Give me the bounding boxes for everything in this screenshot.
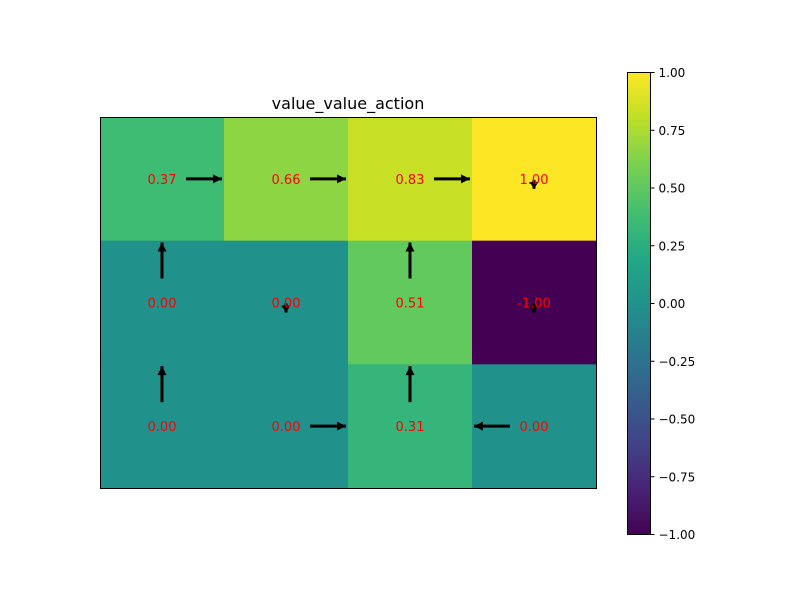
value-label: 0.00 <box>272 420 301 435</box>
value-label: 0.83 <box>396 173 425 188</box>
action-arrow-left <box>474 421 510 431</box>
arrow-head <box>474 421 483 431</box>
value-label: 0.00 <box>148 420 177 435</box>
value-label: 0.00 <box>148 297 177 312</box>
colorbar-tick-label: −0.75 <box>659 470 696 484</box>
action-arrow-right <box>310 421 346 431</box>
action-arrow-up <box>405 366 415 403</box>
value-label: 0.37 <box>148 173 177 188</box>
colorbar-tick-label: 0.75 <box>659 124 686 138</box>
colorbar-tick-label: 0.00 <box>659 297 686 311</box>
colorbar-gradient <box>627 72 651 535</box>
colorbar-tick-label: 0.25 <box>659 239 686 253</box>
colorbar: 1.00 0.75 0.50 0.25 0.00 −0.25 −0.50 −0.75 −1.00 <box>627 66 696 542</box>
value-label: 0.31 <box>396 420 425 435</box>
action-arrow-right <box>310 174 346 184</box>
value-label: 0.00 <box>520 420 549 435</box>
action-arrow-down <box>281 303 291 313</box>
arrow-head <box>337 174 346 184</box>
plot-frame <box>100 117 597 489</box>
arrow-head <box>213 174 222 184</box>
heatmap-cell <box>224 240 349 365</box>
value-label: 0.00 <box>272 297 301 312</box>
colorbar-tick-label: 0.50 <box>659 182 686 196</box>
action-arrow-down <box>529 179 539 189</box>
arrow-head <box>529 181 539 189</box>
action-arrow-down <box>529 303 539 313</box>
colorbar-ticks: 1.00 0.75 0.50 0.25 0.00 −0.25 −0.50 −0.75 −1.00 <box>650 66 696 542</box>
heatmap-cells <box>100 117 597 489</box>
action-arrow-right <box>186 174 222 184</box>
colorbar-tick-label: 1.00 <box>659 66 686 80</box>
policy-arrows <box>157 174 539 431</box>
value-label: 0.51 <box>396 297 425 312</box>
arrow-head <box>337 421 346 431</box>
heatmap-cell <box>472 240 597 365</box>
action-arrow-up <box>157 366 167 403</box>
arrow-head <box>529 305 539 313</box>
value-label: 0.66 <box>272 173 301 188</box>
action-arrow-up <box>157 242 167 279</box>
arrow-head <box>405 242 415 252</box>
action-arrow-right <box>434 174 470 184</box>
colorbar-tick-label: −1.00 <box>659 528 696 542</box>
colorbar-tick-label: −0.50 <box>659 413 696 427</box>
arrow-head <box>405 366 415 376</box>
arrow-head <box>157 242 167 252</box>
value-label: 1.00 <box>520 173 549 188</box>
heatmap-cell <box>472 117 597 242</box>
arrow-head <box>281 305 291 313</box>
action-arrow-up <box>405 242 415 279</box>
value-labels: 0.37 0.66 0.83 1.00 0.00 0.00 0.51 -1.00 0.00 0.0… <box>148 173 551 435</box>
colorbar-tick-label: −0.25 <box>659 355 696 369</box>
chart-title: value_value_action <box>272 94 425 114</box>
value-label: -1.00 <box>517 297 551 312</box>
arrow-head <box>157 366 167 376</box>
arrow-head <box>461 174 470 184</box>
